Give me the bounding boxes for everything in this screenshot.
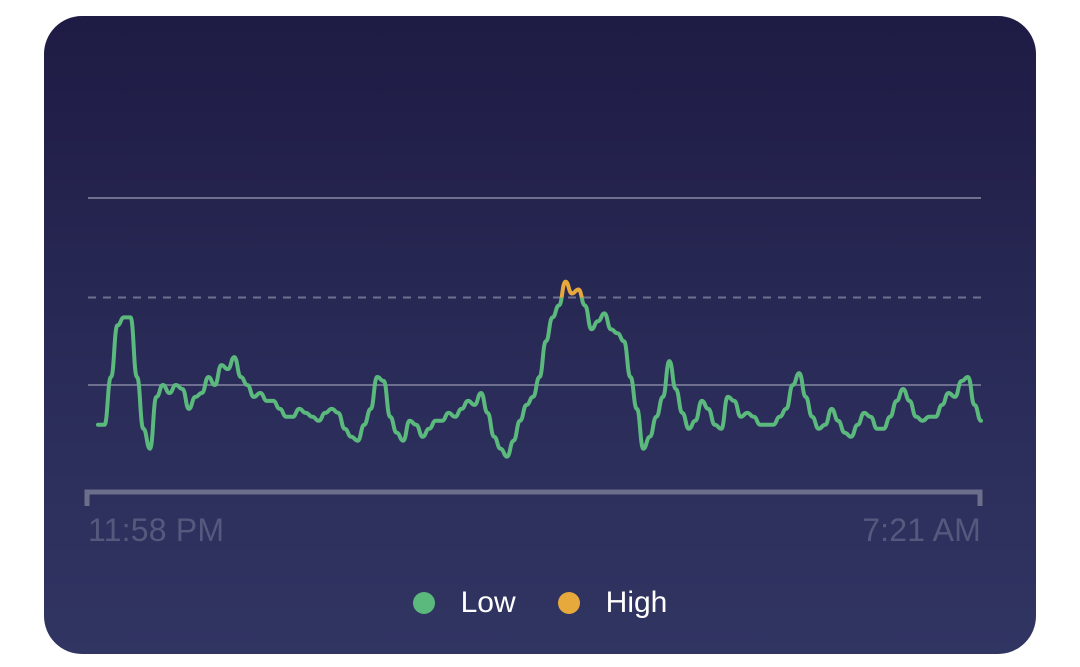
x-axis xyxy=(84,489,983,506)
series-lines xyxy=(96,279,983,459)
legend-label-low: Low xyxy=(460,586,516,619)
legend: Low High xyxy=(44,586,1036,620)
grid-lines xyxy=(88,197,981,386)
x-axis-start-label: 11:58 PM xyxy=(88,512,225,548)
x-axis-bracket xyxy=(84,489,983,506)
legend-dot-low xyxy=(412,592,435,614)
legend-item-high: High xyxy=(557,586,668,620)
legend-dot-high xyxy=(557,592,580,614)
series-line-low xyxy=(96,297,983,459)
x-axis-end-label: 7:21 AM xyxy=(862,512,981,548)
legend-label-high: High xyxy=(605,586,668,619)
chart-card: 11:58 PM 7:21 AM Low High xyxy=(44,16,1036,654)
legend-item-low: Low xyxy=(412,586,516,620)
chart-plot xyxy=(84,197,983,506)
